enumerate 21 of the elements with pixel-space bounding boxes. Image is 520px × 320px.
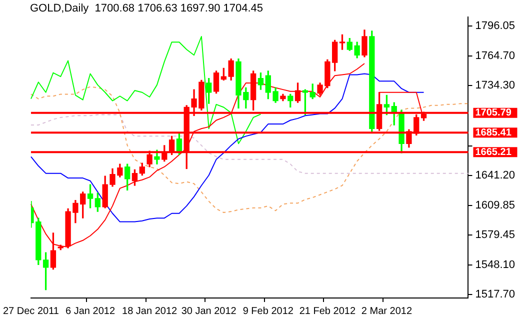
y-tick-label: 1579.45 (475, 228, 516, 241)
y-tick-label: 1796.05 (475, 20, 516, 32)
ref-line-label: 1665.21 (475, 146, 512, 158)
x-tick-label: 21 Feb 2012 (299, 306, 356, 317)
line-series (30, 114, 469, 174)
x-tick-label: 27 Dec 2011 (3, 306, 60, 317)
x-tick-label: 9 Feb 2012 (242, 306, 294, 317)
y-tick-label: 1641.20 (475, 169, 516, 182)
x-tick-label: 6 Jan 2012 (66, 306, 116, 317)
x-tick-label: 2 Mar 2012 (361, 306, 412, 317)
y-tick-label: 1517.70 (475, 288, 516, 300)
x-tick-label: 18 Jan 2012 (122, 306, 178, 317)
ref-line-label: 1685.41 (475, 127, 512, 138)
y-tick-label: 1548.10 (475, 259, 516, 272)
ref-line-label: 1705.79 (475, 108, 512, 119)
chart-title: GOLD,Daily 1700.68 1706.63 1697.90 1704.45 (30, 2, 264, 15)
y-tick-label: 1734.30 (475, 79, 516, 92)
y-tick-label: 1764.70 (475, 50, 516, 62)
y-tick-label: 1609.85 (475, 200, 516, 212)
line-series (30, 86, 469, 214)
x-tick-label: 30 Jan 2012 (181, 306, 237, 317)
